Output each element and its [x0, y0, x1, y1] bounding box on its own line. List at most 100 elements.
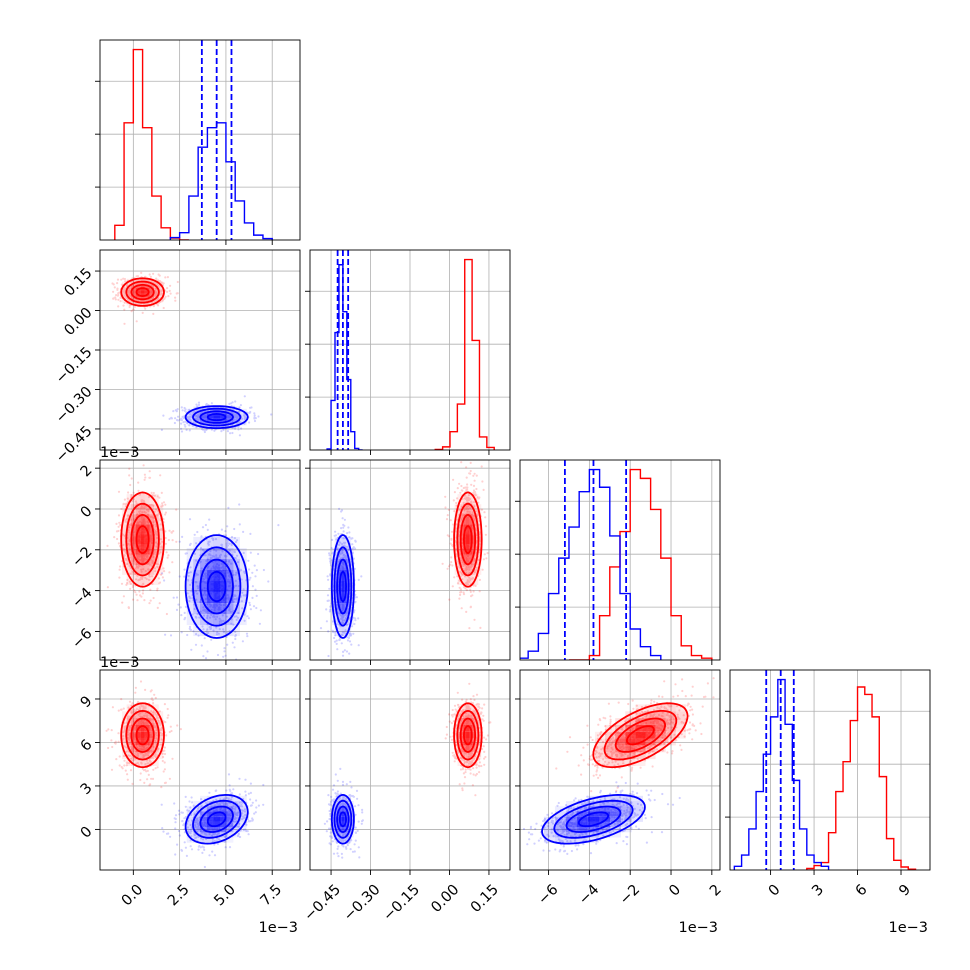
scatter-point: [148, 784, 151, 787]
density-cell: [144, 534, 150, 545]
density-cell: [122, 287, 127, 291]
scatter-point: [253, 417, 256, 420]
scatter-point: [257, 415, 260, 418]
scatter-point: [456, 487, 459, 490]
density-cell: [233, 425, 240, 428]
density-cell: [213, 570, 220, 581]
panel-body: [111, 271, 273, 437]
density-cell: [122, 299, 127, 303]
scatter-point: [189, 597, 192, 600]
scatter-point: [253, 419, 257, 423]
scatter-point: [249, 551, 252, 554]
scatter-point: [350, 625, 354, 628]
scatter-point: [469, 605, 472, 608]
scatter-point: [347, 636, 350, 639]
density-cell: [332, 548, 335, 559]
scatter-point: [227, 506, 230, 509]
density-cell: [478, 564, 482, 575]
scatter-point: [213, 615, 216, 619]
scatter-point: [208, 540, 211, 543]
scatter-point: [118, 576, 121, 579]
density-cell: [122, 554, 127, 565]
density-cell: [131, 514, 136, 525]
density-cell: [206, 625, 214, 637]
scatter-point: [128, 580, 131, 583]
density-cell: [193, 423, 200, 426]
scatter-point: [161, 734, 164, 737]
scatter-point: [465, 565, 468, 569]
scatter-point: [237, 611, 240, 615]
scatter-point: [233, 550, 236, 553]
scatter-point: [341, 616, 344, 619]
scatter-point: [148, 759, 151, 762]
scatter-point: [141, 705, 144, 708]
density-cell: [213, 559, 220, 570]
density-cell: [186, 559, 194, 570]
scatter-point: [461, 573, 464, 577]
scatter-point: [131, 747, 134, 751]
density-cell: [206, 536, 214, 548]
density-cell: [200, 625, 207, 637]
scatter-point: [131, 747, 134, 750]
scatter-point: [197, 585, 200, 589]
scatter-point: [455, 553, 458, 556]
scatter-point: [144, 752, 147, 755]
scatter-point: [253, 416, 256, 419]
scatter-point: [126, 563, 129, 566]
scatter-point: [173, 421, 176, 425]
scatter-point: [233, 418, 236, 421]
scatter-point: [152, 521, 155, 524]
scatter-point: [123, 291, 126, 294]
scatter-point: [156, 565, 159, 568]
scatter-point: [155, 532, 158, 535]
scatter-point: [143, 504, 146, 507]
scatter-point: [354, 593, 357, 596]
scatter-point: [127, 737, 130, 740]
scatter-point: [161, 759, 164, 763]
scatter-point: [125, 558, 128, 561]
scatter-point: [462, 564, 465, 568]
density-cell: [348, 536, 352, 548]
scatter-point: [126, 578, 129, 582]
scatter-point: [160, 289, 163, 293]
scatter-point: [244, 594, 247, 597]
scatter-point: [132, 598, 135, 601]
scatter-point: [128, 289, 131, 292]
scatter-point: [152, 504, 155, 507]
scatter-point: [235, 415, 238, 419]
scatter-point: [136, 275, 139, 278]
scatter-point: [214, 618, 217, 621]
density-contour: [120, 491, 165, 588]
density-cell: [341, 614, 345, 626]
scatter-point: [144, 707, 147, 710]
scatter-point: [226, 542, 229, 545]
scatter-point: [471, 577, 474, 580]
scatter-point: [144, 570, 147, 573]
scatter-point: [459, 491, 462, 494]
scatter-point: [340, 621, 344, 624]
density-contour: [199, 558, 234, 615]
scatter-point: [128, 293, 131, 297]
scatter-point: [180, 422, 183, 425]
density-cell: [220, 536, 227, 548]
scatter-point: [123, 322, 126, 325]
scatter-point: [148, 476, 151, 479]
density-cell: [233, 408, 240, 412]
scatter-point: [195, 581, 198, 584]
scatter-point: [171, 561, 174, 564]
scatter-point: [353, 567, 356, 571]
scatter-point: [343, 541, 346, 545]
scatter-point: [469, 512, 472, 515]
scatter-point: [197, 403, 201, 406]
scatter-point: [197, 401, 201, 404]
scatter-point: [466, 497, 469, 500]
density-contour: [206, 570, 227, 603]
scatter-point: [164, 513, 167, 516]
scatter-point: [230, 543, 233, 547]
scatter-point: [170, 417, 173, 420]
scatter-point: [182, 421, 185, 424]
histogram-step-line: [568, 468, 713, 660]
scatter-point: [219, 553, 222, 556]
scatter-point: [243, 395, 246, 398]
density-cell: [457, 544, 461, 555]
